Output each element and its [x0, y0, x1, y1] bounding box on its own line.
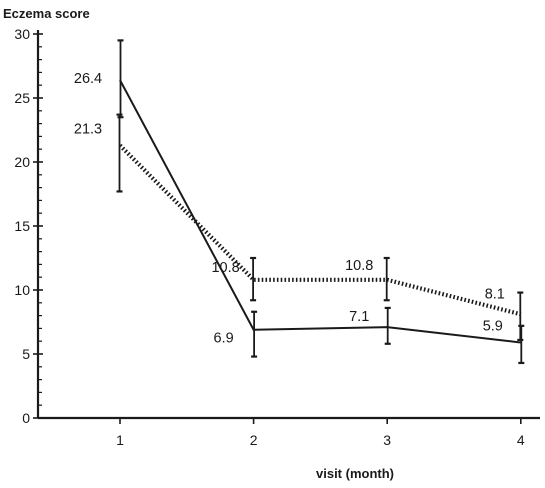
x-axis-label: visit (month) — [316, 466, 394, 481]
data-label: 5.9 — [483, 318, 503, 334]
series-line — [119, 79, 521, 344]
y-tick-label: 0 — [22, 410, 30, 426]
series-group — [116, 39, 525, 365]
y-axis-label: Eczema score — [3, 6, 90, 21]
y-tick-label: 30 — [14, 26, 30, 42]
y-tick-label: 25 — [14, 90, 30, 106]
data-label: 8.1 — [485, 286, 505, 302]
y-tick-label: 20 — [14, 154, 30, 170]
x-tick-label: 2 — [250, 432, 258, 448]
x-tick-label: 3 — [383, 432, 391, 448]
axes: 0 5 10 15 20 25 30 1 2 3 4 — [14, 26, 540, 448]
x-tick-label: 1 — [116, 432, 124, 448]
series-line — [118, 143, 522, 317]
data-label: 21.3 — [74, 121, 102, 137]
y-tick-label: 10 — [14, 282, 30, 298]
data-labels: 26.4 6.9 7.1 5.9 21.3 10.8 10.8 8.1 — [74, 71, 505, 347]
data-label: 6.9 — [214, 331, 234, 347]
y-tick-label: 5 — [22, 346, 30, 362]
data-label: 26.4 — [74, 71, 102, 87]
x-tick-label: 4 — [517, 432, 525, 448]
data-label: 7.1 — [349, 309, 369, 325]
data-label: 10.8 — [345, 258, 373, 274]
y-tick-label: 15 — [14, 218, 30, 234]
data-label: 10.8 — [211, 260, 239, 276]
